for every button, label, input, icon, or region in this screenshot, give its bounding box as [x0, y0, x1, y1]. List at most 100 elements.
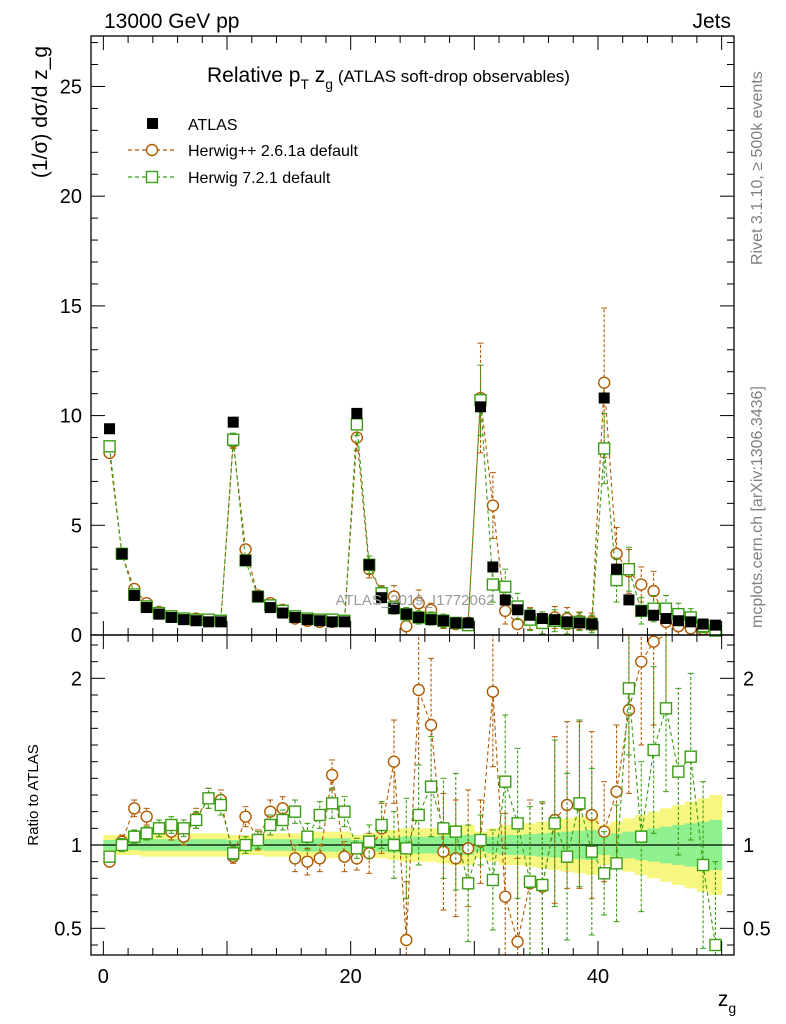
atlas-point [487, 561, 499, 573]
herwigpp-point [610, 547, 623, 561]
ratio-herwig7-point [140, 827, 153, 840]
ratio-xlabel: zg [718, 988, 736, 1016]
atlas-point [289, 611, 301, 623]
ratio-herwig7-point [165, 818, 178, 832]
atlas-point [178, 614, 190, 626]
atlas-point [215, 616, 227, 628]
ratio-herwigpp-point [239, 810, 252, 823]
legend-label-herwigpp: Herwig++ 2.6.1a default [188, 143, 358, 160]
atlas-point [462, 617, 474, 629]
herwig7-point [499, 580, 512, 593]
ratio-herwig7-point [684, 750, 697, 763]
ratio-herwig7-point [486, 873, 500, 887]
herwig7-point [227, 433, 240, 446]
header-right-label: Jets [692, 10, 731, 33]
legend-marker-atlas [147, 118, 158, 129]
ratio-herwig7-point [461, 877, 475, 890]
ratio-axes: 0.5 0.51 12 20 20 40 [54, 635, 771, 988]
atlas-point [301, 614, 313, 626]
ratio-herwigpp-point [313, 852, 326, 865]
atlas-point [549, 614, 561, 626]
herwigpp-point [350, 431, 364, 444]
main-marks [103, 307, 722, 637]
ratio-herwig7-point [635, 830, 648, 843]
xlabel-sub: g [728, 1000, 736, 1016]
ratio-herwig7-point [251, 833, 265, 847]
atlas-point [561, 616, 573, 628]
atlas-point [611, 563, 623, 575]
title-main: Relative p [207, 64, 300, 87]
atlas-point [104, 423, 116, 435]
ratio-herwig7-point [437, 822, 450, 835]
ratio-herwig7-point [202, 792, 215, 805]
herwig7-point [597, 442, 611, 455]
atlas-point [227, 416, 239, 428]
ratio-herwig7-point [152, 822, 166, 835]
ratio-herwigpp-point [610, 785, 623, 798]
ratio-herwig7-point [214, 798, 228, 812]
ratio-herwig7-point [239, 838, 252, 852]
mcplots-label: mcplots.cern.ch [arXiv:1306.3436] [749, 386, 766, 628]
atlas-point [685, 616, 697, 628]
ratio-ytick-label: 2 [71, 668, 82, 690]
ratio-herwig7-point [672, 765, 685, 778]
main-title: Relative pT zg (ATLAS soft-drop observab… [207, 64, 570, 92]
atlas-point [252, 591, 264, 603]
ratio-xtick-label: 40 [587, 966, 609, 988]
ratio-herwig7-point [338, 805, 351, 818]
ratio-herwigpp-point [635, 655, 648, 668]
ratio-herwig7-point [128, 830, 141, 843]
main-ytick-label: 20 [60, 186, 82, 208]
ratio-herwig7-point [560, 850, 574, 863]
main-ytick-label: 10 [60, 406, 82, 428]
ratio-ytick-label-right: 1 [743, 835, 754, 857]
ratio-herwig7-point [536, 878, 549, 892]
ratio-herwigpp-point [338, 850, 351, 863]
herwigpp-point [511, 617, 524, 631]
ratio-herwig7-point [363, 835, 376, 848]
ratio-herwig7-point [301, 830, 314, 843]
main-ytick-label: 0 [71, 625, 82, 647]
herwigpp-point [499, 604, 512, 618]
atlas-point [709, 619, 721, 631]
ratio-ytick-label: 0.5 [54, 918, 82, 940]
ratio-marks [103, 634, 722, 956]
ratio-herwig7-point [276, 813, 289, 827]
ratio-herwig7-point [227, 847, 240, 860]
ratio-herwig7-point [115, 838, 129, 852]
atlas-point [648, 609, 660, 621]
herwig7-point [659, 602, 673, 615]
title-var: z [309, 64, 325, 87]
ratio-herwig7-point [511, 817, 524, 830]
main-ytick-label: 25 [60, 76, 82, 98]
ratio-herwigpp-point [424, 718, 438, 732]
ratio-herwig7-point [313, 808, 326, 822]
ratio-herwig7-point [573, 797, 586, 810]
atlas-point [153, 608, 165, 620]
ratio-herwig7-point [696, 858, 710, 872]
ratio-herwigpp-point [140, 810, 153, 823]
atlas-point [338, 616, 350, 628]
atlas-point [165, 611, 177, 623]
ratio-xtick-label: 0 [98, 966, 109, 988]
atlas-point [128, 590, 140, 602]
ratio-herwig7-point [412, 808, 425, 822]
herwigpp-point [597, 376, 611, 389]
legend-label-atlas: ATLAS [188, 117, 238, 134]
ratio-herwig7-point [548, 817, 561, 830]
atlas-point [116, 548, 128, 560]
main-ytick-label: 15 [60, 296, 82, 318]
atlas-point [623, 594, 635, 606]
atlas-point [475, 401, 487, 413]
herwigpp-point [647, 584, 660, 598]
ratio-herwigpp-point [325, 768, 339, 782]
ratio-herwig7-point [659, 702, 673, 715]
ratio-herwig7-point [449, 825, 462, 838]
ratio-herwigpp-point [264, 805, 277, 818]
ratio-herwigpp-point [647, 635, 660, 648]
atlas-point [363, 559, 375, 571]
atlas-point [660, 613, 672, 625]
herwig7-point [610, 573, 623, 587]
atlas-point [499, 594, 511, 606]
atlas-point [598, 392, 610, 404]
